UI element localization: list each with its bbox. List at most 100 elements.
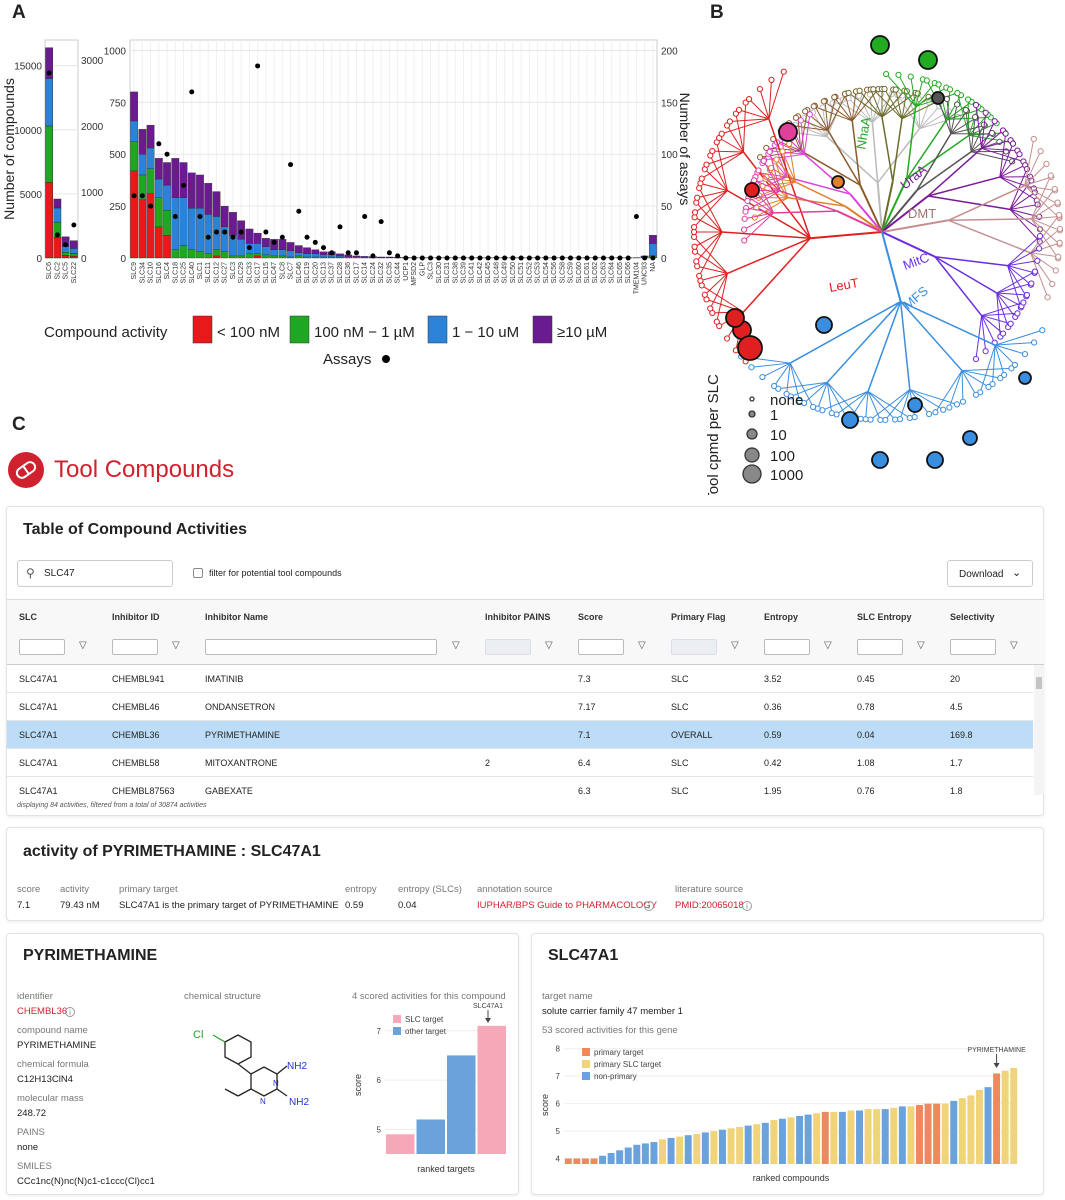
col-inhibitor-id[interactable]: Inhibitor ID [112, 612, 160, 622]
info-icon[interactable]: i [742, 901, 752, 911]
tree-leaf-branch [1030, 214, 1060, 254]
tree-leaf-branch [1024, 138, 1035, 186]
bar-segment [146, 168, 155, 194]
tree-leaf [744, 197, 751, 205]
col-inhibitor-name[interactable]: Inhibitor Name [205, 612, 269, 622]
tool-filter-checkbox[interactable] [193, 568, 203, 578]
literature-source-link[interactable]: PMID:20065018 [675, 900, 744, 911]
legend-swatch [192, 315, 213, 344]
tree-leaf-branch [1007, 265, 1035, 274]
compound-bar [916, 1105, 923, 1164]
tree-leaf-branch [981, 315, 1011, 325]
table-cell: 2 [485, 758, 491, 768]
col-slc[interactable]: SLC [19, 612, 37, 622]
filter-entropy[interactable] [764, 639, 810, 655]
filter-icon[interactable]: ▽ [731, 640, 739, 651]
filter-selectivity[interactable] [950, 639, 996, 655]
col-selectivity[interactable]: Selectivity [950, 612, 995, 622]
compound-bar [804, 1114, 812, 1164]
entropy-label: entropy [345, 884, 377, 895]
tree-leaf [935, 81, 942, 88]
x-tick-label: UCP1 [403, 262, 410, 281]
table-row[interactable]: SLC47A1 CHEMBL87563 GABEXATE 6.3 SLC 1.95 0.76… [7, 777, 1033, 795]
table-row[interactable]: SLC47A1 CHEMBL46 ONDANSETRON 7.17 SLC 0.36 0.7… [7, 693, 1033, 721]
assay-point [576, 255, 582, 261]
search-input[interactable]: SLC47 [44, 568, 75, 579]
compound-bar [898, 1106, 906, 1164]
tree-branch [742, 237, 811, 313]
filter-icon[interactable]: ▽ [452, 640, 460, 651]
x-tick-label: TMEM104 [633, 262, 640, 294]
assay-point [502, 255, 508, 261]
search-box[interactable]: ⚲ SLC47 [17, 560, 173, 587]
tree-leaf-branch [698, 231, 723, 277]
assay-point [642, 255, 648, 261]
scrollbar-thumb[interactable] [1036, 677, 1042, 689]
compound-bar [856, 1110, 864, 1164]
compound-bar [581, 1158, 589, 1164]
filter-icon[interactable]: ▽ [638, 640, 646, 651]
filter-icon[interactable]: ▽ [824, 640, 832, 651]
table-cell: SLC47A1 [19, 674, 58, 684]
table-cell: 4.5 [950, 702, 963, 712]
grid-body: SLC47A1 CHEMBL941 IMATINIB 7.3 SLC 3.52 0.45 20… [7, 665, 1033, 795]
identifier-link[interactable]: CHEMBL36 [17, 1006, 68, 1017]
filter-slc-entropy[interactable] [857, 639, 903, 655]
filter-inhibitor-name[interactable] [205, 639, 437, 655]
filter-slc[interactable] [19, 639, 65, 655]
table-row[interactable]: SLC47A1 CHEMBL941 IMATINIB 7.3 SLC 3.52 0.45 20 [7, 665, 1033, 693]
tree-leaf-branch [961, 370, 977, 396]
tree-leaf [1030, 135, 1037, 143]
x-tick-label: SLC46 [296, 262, 303, 284]
mass-label: molecular mass [17, 1093, 84, 1104]
bar-segment [220, 251, 229, 259]
info-icon[interactable]: i [65, 1007, 75, 1017]
x-tick-label: SLC37 [329, 262, 336, 284]
size-legend-label: 1 [770, 407, 778, 424]
tree-leaf-branch [748, 98, 770, 120]
tree-leaf-branch [1007, 265, 1027, 297]
tree-leaf [870, 86, 877, 93]
table-row[interactable]: SLC47A1 CHEMBL36 PYRIMETHAMINE 7.1 OVERALL 0.… [7, 721, 1033, 749]
bar-segment [70, 248, 78, 254]
tree-leaf-branch [999, 153, 1020, 178]
filter-icon[interactable]: ▽ [545, 640, 553, 651]
y-tick-label: 6 [377, 1076, 382, 1085]
tree-branch [810, 231, 883, 240]
tree-leaf-branch [981, 130, 1004, 149]
col-slc-entropy[interactable]: SLC Entropy [857, 612, 912, 622]
col-primary-flag[interactable]: Primary Flag [671, 612, 726, 622]
info-icon[interactable]: i [644, 901, 654, 911]
tree-branch [905, 106, 917, 180]
tree-leaf-branch [981, 312, 1018, 317]
assay-point [213, 229, 219, 235]
table-cell: 1.8 [950, 786, 963, 795]
filter-icon[interactable]: ▽ [1010, 640, 1018, 651]
compound-name-label: compound name [17, 1025, 88, 1036]
tree-leaf-branch [884, 88, 903, 120]
bar-segment [245, 228, 254, 244]
tree-leaf [698, 175, 705, 182]
tree-leaf [989, 380, 996, 388]
bar-segment [212, 255, 221, 259]
assay-point [485, 255, 491, 261]
assay-point [600, 255, 606, 261]
filter-icon[interactable]: ▽ [917, 640, 925, 651]
table-row[interactable]: SLC47A1 CHEMBL58 MITOXANTRONE 2 6.4 SLC 0.42 1.… [7, 749, 1033, 777]
x-tick-label: SLC45 [485, 262, 492, 284]
filter-icon[interactable]: ▽ [172, 640, 180, 651]
col-inhibitor-pains[interactable]: Inhibitor PAINS [485, 612, 551, 622]
filter-inhibitor-id[interactable] [112, 639, 158, 655]
assay-point [337, 224, 343, 230]
y2-tick-label: 0 [81, 254, 87, 265]
grid-scrollbar[interactable] [1034, 665, 1044, 795]
target-bar [477, 1025, 506, 1154]
x-tick-label: SLC65 [617, 262, 624, 284]
filter-icon[interactable]: ▽ [79, 640, 87, 651]
col-entropy[interactable]: Entropy [764, 612, 799, 622]
download-button[interactable]: Download ⌄ [947, 560, 1033, 587]
col-score[interactable]: Score [578, 612, 604, 622]
annotation-source-link[interactable]: IUPHAR/BPS Guide to PHARMACOLOGY [477, 900, 658, 911]
table-card: Table of Compound Activities ⚲ SLC47 fil… [6, 506, 1044, 816]
filter-score[interactable] [578, 639, 624, 655]
